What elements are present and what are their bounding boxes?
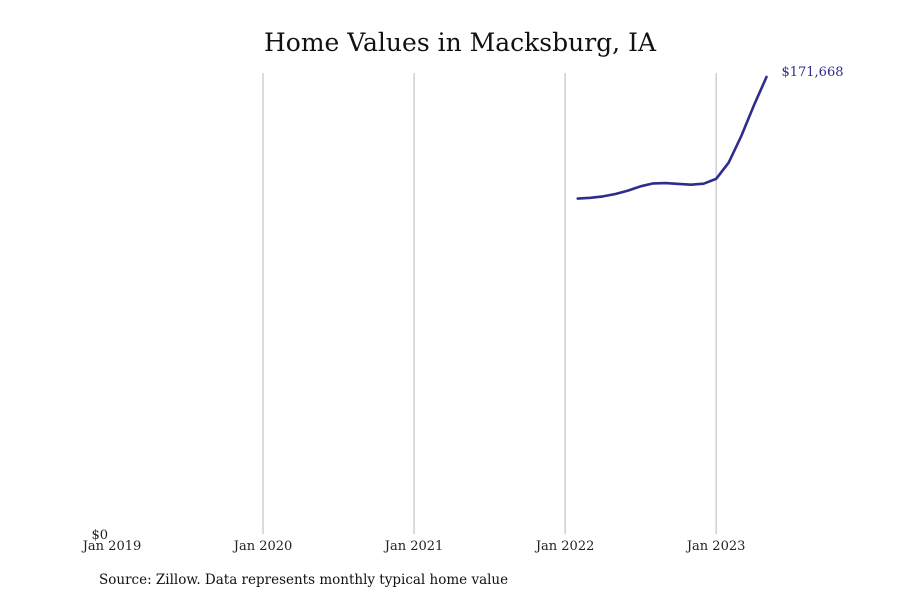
x-tick-label: Jan 2021 bbox=[383, 539, 444, 554]
chart-title: Home Values in Macksburg, IA bbox=[264, 28, 657, 57]
x-tick-label: Jan 2022 bbox=[534, 539, 595, 554]
x-tick-label: Jan 2023 bbox=[685, 539, 746, 554]
home-value-line bbox=[576, 75, 768, 200]
end-value-label: $171,668 bbox=[781, 65, 843, 80]
x-gridlines bbox=[262, 73, 717, 534]
x-tick-label: Jan 2019 bbox=[81, 539, 142, 554]
y-axis-ticks: $0 bbox=[91, 528, 108, 543]
source-note: Source: Zillow. Data represents monthly … bbox=[99, 572, 509, 588]
x-axis-ticks: Jan 2019 Jan 2020 Jan 2021 Jan 2022 Jan 2023 bbox=[81, 539, 746, 554]
y-tick-label: $0 bbox=[91, 528, 108, 543]
x-tick-label: Jan 2020 bbox=[232, 539, 293, 554]
